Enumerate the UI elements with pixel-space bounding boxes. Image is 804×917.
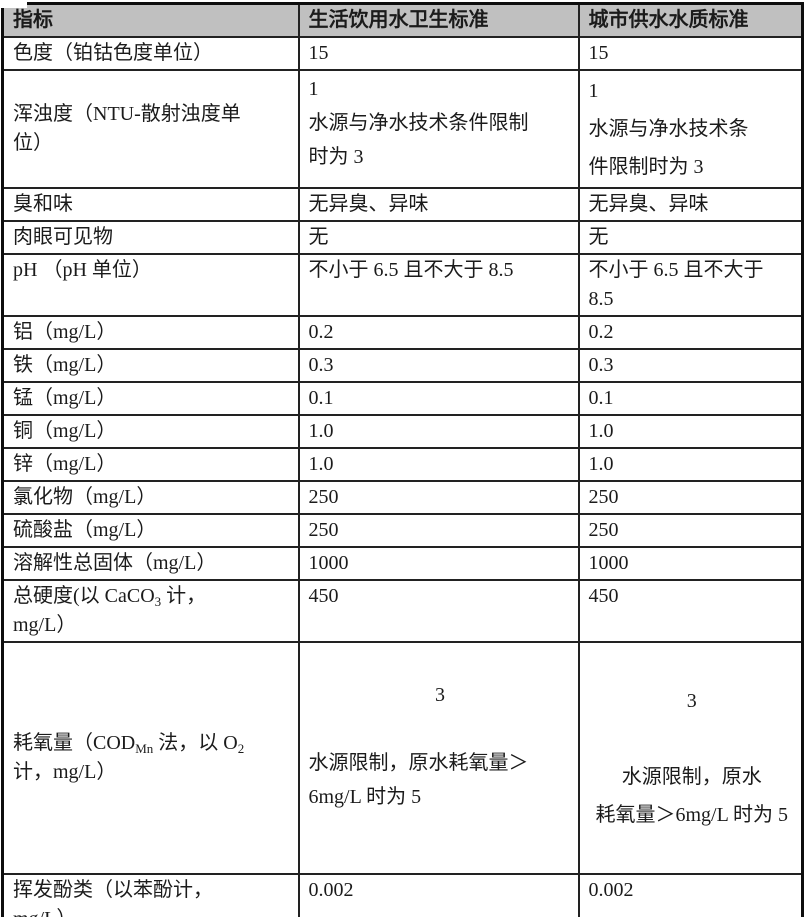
table-row-odor: 臭和味 无异臭、异味 无异臭、异味 <box>1 187 804 222</box>
indicator-cell: 锰（mg/L） <box>1 381 300 416</box>
indicator-cell: 溶解性总固体（mg/L） <box>1 546 300 581</box>
urban-standard-cell: 1.0 <box>577 414 804 449</box>
table-row-iron: 铁（mg/L） 0.3 0.3 <box>1 348 804 383</box>
indicator-cell: 色度（铂钴色度单位） <box>1 36 300 71</box>
value-note: 水源限制，原水耗氧量＞ 6mg/L 时为 5 <box>308 752 529 808</box>
drinking-standard-cell: 不小于 6.5 且不大于 8.5 <box>297 253 580 317</box>
value-note: 水源限制，原水 耗氧量＞6mg/L 时为 5 <box>595 766 789 826</box>
urban-standard-cell: 1 水源与净水技术条 件限制时为 3 <box>577 69 804 189</box>
value-headline: 3 <box>686 690 697 712</box>
table-row-aluminum: 铝（mg/L） 0.2 0.2 <box>1 315 804 350</box>
urban-standard-cell: 1.0 <box>577 447 804 482</box>
indicator-text: 计， mg/L） <box>13 585 207 636</box>
urban-standard-cell: 450 <box>577 579 804 643</box>
urban-standard-cell: 3 水源限制，原水 耗氧量＞6mg/L 时为 5 <box>577 641 804 875</box>
indicator-cell: 铁（mg/L） <box>1 348 300 383</box>
indicator-cell: 铜（mg/L） <box>1 414 300 449</box>
indicator-cell: 臭和味 <box>1 187 300 222</box>
drinking-standard-cell: 无异臭、异味 <box>297 187 580 222</box>
indicator-cell: 硫酸盐（mg/L） <box>1 513 300 548</box>
table-row-total-hardness: 总硬度(以 CaCO3 计， mg/L） 450 450 <box>1 579 804 643</box>
table-row-zinc: 锌（mg/L） 1.0 1.0 <box>1 447 804 482</box>
column-header-drinking-standard: 生活饮用水卫生标准 <box>297 2 580 38</box>
drinking-standard-cell: 450 <box>297 579 580 643</box>
drinking-standard-cell: 1.0 <box>297 414 580 449</box>
drinking-standard-cell: 15 <box>297 36 580 71</box>
drinking-standard-cell: 0.1 <box>297 381 580 416</box>
urban-standard-cell: 0.2 <box>577 315 804 350</box>
urban-standard-cell: 250 <box>577 513 804 548</box>
drinking-standard-cell: 1000 <box>297 546 580 581</box>
value-headline: 3 <box>435 684 445 706</box>
urban-standard-cell: 0.002 <box>577 873 804 917</box>
indicator-cell: 锌（mg/L） <box>1 447 300 482</box>
table-row-oxygen-consumption: 耗氧量（CODMn 法，以 O2 计，mg/L） 3 水源限制，原水耗氧量＞ 6… <box>1 641 804 875</box>
urban-standard-cell: 0.1 <box>577 381 804 416</box>
urban-standard-cell: 0.3 <box>577 348 804 383</box>
indicator-cell: 挥发酚类（以苯酚计， mg/L） <box>1 873 300 917</box>
urban-standard-cell: 无 <box>577 220 804 255</box>
urban-standard-cell: 15 <box>577 36 804 71</box>
indicator-cell: 浑浊度（NTU-散射浊度单 位） <box>1 69 300 189</box>
table-row-volatile-phenols: 挥发酚类（以苯酚计， mg/L） 0.002 0.002 <box>1 873 804 917</box>
indicator-cell: 氯化物（mg/L） <box>1 480 300 515</box>
indicator-cell: 铝（mg/L） <box>1 315 300 350</box>
drinking-standard-cell: 0.2 <box>297 315 580 350</box>
table-row-chroma: 色度（铂钴色度单位） 15 15 <box>1 36 804 71</box>
drinking-standard-cell: 0.3 <box>297 348 580 383</box>
table-row-chloride: 氯化物（mg/L） 250 250 <box>1 480 804 515</box>
indicator-cell: 总硬度(以 CaCO3 计， mg/L） <box>1 579 300 643</box>
indicator-cell: 肉眼可见物 <box>1 220 300 255</box>
indicator-cell: 耗氧量（CODMn 法，以 O2 计，mg/L） <box>1 641 300 875</box>
indicator-cell: pH （pH 单位） <box>1 253 300 317</box>
subscript-text: 3 <box>154 594 162 609</box>
drinking-standard-cell: 0.002 <box>297 873 580 917</box>
table-row-total-dissolved-solids: 溶解性总固体（mg/L） 1000 1000 <box>1 546 804 581</box>
table-row-turbidity: 浑浊度（NTU-散射浊度单 位） 1 水源与净水技术条件限制 时为 3 1 水源… <box>1 69 804 189</box>
indicator-text: 法，以 O <box>153 732 238 754</box>
drinking-standard-cell: 1 水源与净水技术条件限制 时为 3 <box>297 69 580 189</box>
urban-standard-cell: 无异臭、异味 <box>577 187 804 222</box>
table-row-ph: pH （pH 单位） 不小于 6.5 且不大于 8.5 不小于 6.5 且不大于… <box>1 253 804 317</box>
table-row-manganese: 锰（mg/L） 0.1 0.1 <box>1 381 804 416</box>
indicator-text: 计，mg/L） <box>13 761 117 783</box>
drinking-standard-cell: 3 水源限制，原水耗氧量＞ 6mg/L 时为 5 <box>297 641 580 875</box>
scan-artifact-notch <box>0 0 27 8</box>
header-row: 指标 生活饮用水卫生标准 城市供水水质标准 <box>1 2 804 38</box>
drinking-standard-cell: 无 <box>297 220 580 255</box>
subscript-text: 2 <box>237 741 245 756</box>
indicator-text: 耗氧量（COD <box>13 732 136 754</box>
urban-standard-cell: 1000 <box>577 546 804 581</box>
drinking-standard-cell: 250 <box>297 480 580 515</box>
urban-standard-cell: 250 <box>577 480 804 515</box>
table-row-sulfate: 硫酸盐（mg/L） 250 250 <box>1 513 804 548</box>
table-row-visible-matter: 肉眼可见物 无 无 <box>1 220 804 255</box>
subscript-text: Mn <box>135 741 154 756</box>
drinking-standard-cell: 1.0 <box>297 447 580 482</box>
urban-standard-cell: 不小于 6.5 且不大于 8.5 <box>577 253 804 317</box>
table-row-copper: 铜（mg/L） 1.0 1.0 <box>1 414 804 449</box>
indicator-text: 总硬度(以 CaCO <box>13 585 155 607</box>
column-header-urban-standard: 城市供水水质标准 <box>577 2 804 38</box>
column-header-indicator: 指标 <box>1 2 300 38</box>
drinking-standard-cell: 250 <box>297 513 580 548</box>
